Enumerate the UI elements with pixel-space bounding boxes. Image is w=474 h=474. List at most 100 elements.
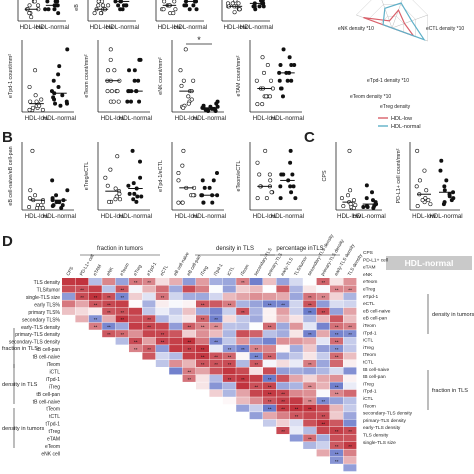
significance-mark: **	[281, 429, 285, 434]
heatmap-cell	[196, 300, 209, 308]
data-point	[106, 199, 111, 204]
data-point	[278, 196, 283, 201]
heatmap-cell	[289, 359, 303, 367]
heatmap-cell	[222, 292, 236, 300]
heatmap-cell	[316, 337, 330, 345]
data-point	[424, 188, 429, 193]
row-label: primary TLS%	[28, 310, 60, 316]
significance-mark: **	[335, 392, 339, 397]
x-tick-label: HDL-normal	[119, 213, 152, 220]
heatmap-cell	[343, 419, 357, 427]
heatmap-cell	[330, 292, 343, 300]
group-label: percentage inTLS	[276, 246, 323, 252]
heatmap-cell	[263, 322, 276, 330]
heatmap-cell	[330, 374, 343, 382]
row-label: TLS density	[34, 280, 61, 286]
heatmap-cell	[249, 337, 263, 345]
x-tick-label: HDL-low	[175, 213, 199, 220]
data-point	[57, 200, 62, 205]
row-label-right: PD-L1+ cell	[363, 257, 388, 263]
heatmap-cell	[196, 315, 209, 323]
heatmap-cell	[330, 345, 343, 353]
data-point	[33, 93, 38, 98]
significance-mark: **	[268, 325, 272, 330]
radar-axis-label: eCTL density *10	[426, 26, 464, 32]
significance-mark: **	[134, 280, 138, 285]
significance-mark: **	[188, 369, 192, 374]
heatmap-cell	[330, 412, 343, 420]
heatmap-cell	[316, 292, 330, 300]
data-point	[113, 197, 118, 202]
heatmap-cell	[316, 359, 330, 367]
significance-mark: **	[348, 287, 352, 292]
significance-mark: **	[322, 422, 326, 427]
significance-mark: **	[335, 444, 339, 449]
data-point	[178, 68, 183, 73]
heatmap-cell	[102, 300, 116, 308]
heatmap-cell	[249, 374, 263, 382]
data-point	[191, 78, 196, 83]
heatmap-cell	[263, 389, 276, 397]
heatmap-cell	[182, 315, 196, 323]
data-point	[176, 200, 181, 205]
heatmap-cell	[129, 315, 142, 323]
heatmap-cell	[75, 300, 89, 308]
heatmap-cell	[343, 382, 357, 390]
heatmap-cell	[263, 359, 276, 367]
heatmap-cell	[276, 389, 290, 397]
data-point	[281, 47, 286, 52]
heatmap-cell	[343, 397, 357, 405]
heatmap-cell	[343, 412, 357, 420]
heatmap-cell	[209, 359, 223, 367]
heatmap-cell	[196, 322, 209, 330]
x-tick-label: HDL-low	[90, 24, 114, 31]
significance-mark: **	[348, 429, 352, 434]
row-label-right: eTAM	[363, 265, 375, 271]
x-tick-label: HDL-normal	[271, 115, 304, 122]
data-point	[364, 196, 369, 201]
heatmap-cell	[236, 330, 250, 338]
heatmap-cell	[330, 397, 343, 405]
heatmap-cell	[222, 367, 236, 375]
heatmap-cell	[75, 307, 89, 315]
x-tick-label: HDL-low	[158, 24, 182, 31]
row-label: tTpd-1	[46, 422, 61, 428]
heatmap-cell	[276, 278, 290, 286]
data-point	[186, 94, 191, 99]
significance-mark: **	[308, 384, 312, 389]
row-label-right: eB cell-naive	[363, 308, 391, 314]
heatmap-cell	[289, 315, 303, 323]
significance-mark: **	[348, 325, 352, 330]
heatmap-cell	[303, 300, 317, 308]
data-point	[131, 181, 136, 186]
data-point	[171, 11, 176, 16]
y-axis-label: eTeom/eCTL	[236, 161, 242, 192]
heatmap-cell	[222, 382, 236, 390]
column-label: eTreg	[132, 263, 142, 276]
significance-mark: **	[107, 325, 111, 330]
data-point	[35, 206, 40, 211]
heatmap-cell	[249, 352, 263, 360]
data-point	[125, 99, 130, 104]
side-group-label: fraction in TLS	[2, 346, 38, 352]
heatmap-cell	[289, 337, 303, 345]
heatmap-cell	[209, 345, 223, 353]
data-point	[27, 205, 32, 210]
data-point	[180, 163, 185, 168]
heatmap-cell	[289, 285, 303, 293]
data-point	[60, 93, 65, 98]
heatmap-cell	[330, 389, 343, 397]
data-point	[264, 94, 269, 99]
heatmap-cell	[316, 367, 330, 375]
data-point	[232, 10, 237, 15]
heatmap-cell	[303, 285, 317, 293]
data-point	[116, 3, 121, 8]
x-tick-label: HDL-low	[101, 115, 125, 122]
heatmap-cell	[303, 412, 317, 420]
radar-axis-label: eTpd-1 density *10	[367, 78, 409, 84]
